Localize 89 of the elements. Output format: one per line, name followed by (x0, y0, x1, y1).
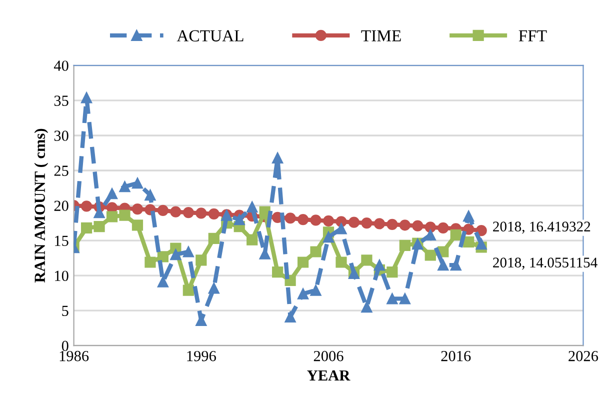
point (297, 256, 309, 268)
point (132, 178, 144, 189)
point (132, 203, 144, 215)
point (170, 206, 182, 218)
y-tick-label: 10 (55, 270, 68, 282)
point (272, 266, 284, 278)
point (182, 206, 194, 218)
point (144, 189, 156, 201)
point (322, 231, 334, 243)
x-tick-label: 2006 (314, 350, 344, 362)
point (424, 222, 436, 233)
x-tick-label: 1986 (60, 350, 89, 362)
point (272, 152, 284, 164)
point (106, 211, 118, 222)
point (170, 248, 182, 260)
point (284, 212, 296, 224)
point (386, 266, 398, 278)
point (157, 276, 169, 288)
y-tick-label: 5 (62, 306, 68, 316)
point (80, 200, 92, 212)
x-tick-label: 2026 (568, 350, 598, 362)
point (476, 225, 487, 236)
point (438, 222, 449, 234)
point (132, 220, 144, 231)
point (463, 224, 474, 235)
point (182, 284, 194, 296)
point (399, 240, 410, 251)
point (361, 302, 372, 313)
point (80, 222, 92, 234)
legend-label: FFT (518, 30, 547, 42)
point (336, 223, 347, 234)
point (361, 254, 372, 266)
point (412, 220, 424, 232)
point (310, 246, 322, 258)
point (106, 188, 118, 200)
y-tick-label: 35 (54, 96, 68, 106)
point (119, 181, 130, 192)
legend-label: TIME (361, 30, 401, 42)
y-tick-label: 40 (54, 60, 68, 71)
point (94, 220, 105, 232)
point (450, 229, 462, 240)
point (297, 288, 309, 300)
point (310, 284, 322, 296)
point (208, 232, 220, 244)
y-tick-label: 0 (62, 340, 68, 352)
x-axis-title: YEAR (307, 370, 350, 380)
point (284, 311, 296, 322)
point (424, 250, 436, 261)
point (336, 256, 347, 268)
point (424, 229, 436, 240)
point (157, 251, 169, 262)
y-tick-label: 15 (55, 236, 68, 246)
point (119, 210, 130, 221)
point (196, 208, 207, 219)
x-tick-label: 1996 (187, 350, 216, 362)
point (157, 204, 169, 216)
point (463, 210, 474, 222)
legend-label: ACTUAL (176, 30, 244, 42)
point (208, 208, 220, 220)
point (208, 282, 220, 294)
annotation: 2018, 16.419322 (493, 222, 590, 234)
point (246, 234, 258, 246)
point (80, 92, 92, 104)
point (438, 260, 449, 271)
point (374, 260, 386, 271)
point (476, 238, 487, 250)
point (399, 293, 410, 304)
point (182, 246, 194, 258)
point (361, 217, 372, 229)
point (322, 215, 334, 226)
y-tick-label: 20 (54, 200, 68, 211)
point (399, 220, 410, 231)
point (234, 214, 245, 226)
point (450, 260, 462, 271)
point (196, 254, 207, 266)
point (348, 216, 360, 228)
point (144, 256, 156, 268)
y-tick-label: 30 (54, 130, 68, 141)
point (386, 293, 398, 304)
y-axis-title: RAIN AMOUNT ( cms) (34, 128, 48, 283)
point (386, 218, 398, 230)
point (310, 214, 322, 226)
point (374, 218, 386, 230)
point (463, 236, 474, 248)
point (297, 214, 309, 226)
point (246, 201, 258, 212)
x-tick-label: 2016 (441, 350, 471, 362)
annotation: 2018, 14.0551154 (493, 258, 598, 270)
y-tick-label: 25 (54, 166, 68, 176)
